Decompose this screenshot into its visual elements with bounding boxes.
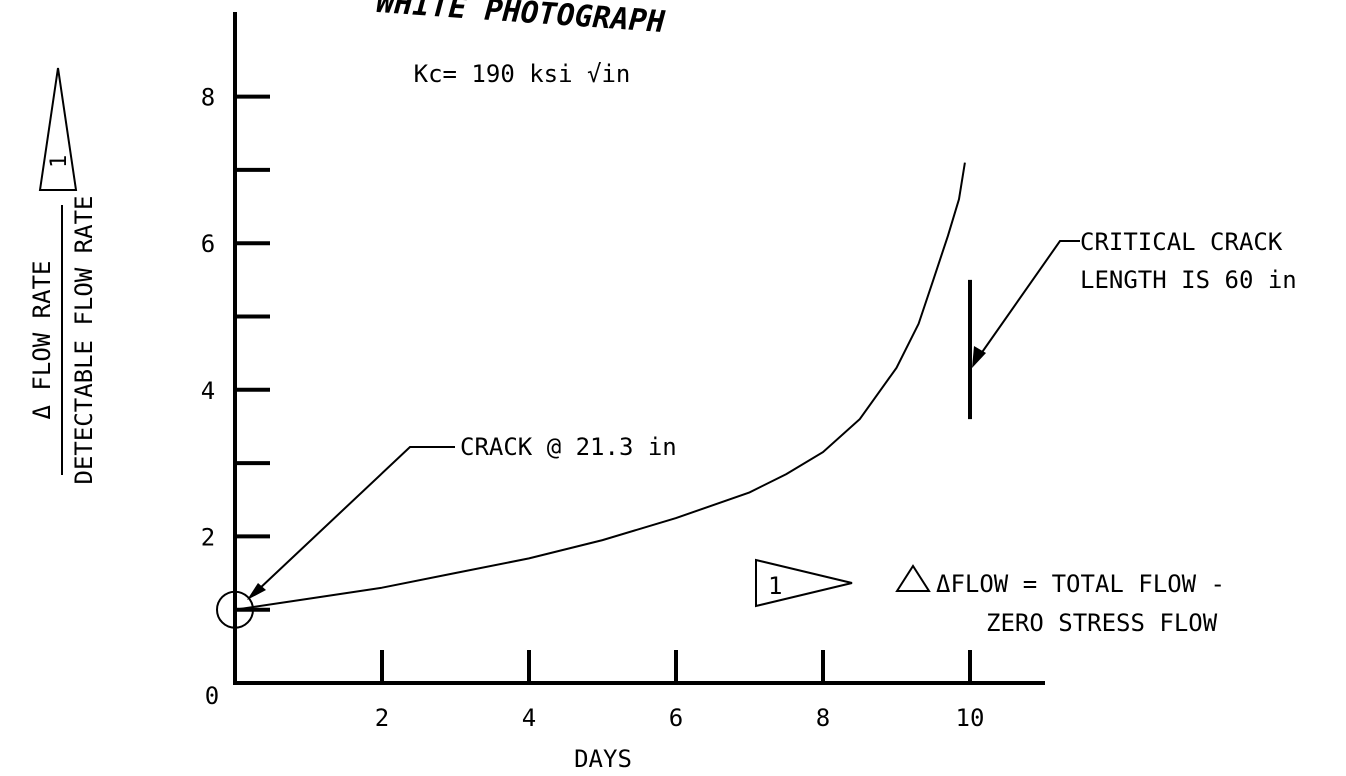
note-number: 1 [768, 572, 782, 600]
y-tick-label: 2 [201, 523, 215, 551]
y-label-note-triangle: 1 [38, 67, 78, 191]
critical-leader-line [977, 240, 1080, 359]
y-label-note-number: 1 [47, 155, 72, 168]
x-tick-label: 10 [956, 704, 985, 732]
note-triangle: 1 [755, 558, 853, 608]
note-line2: ZERO STRESS FLOW [986, 609, 1218, 637]
y-axis-label: Δ FLOW RATE DETECTABLE FLOW RATE [28, 196, 98, 485]
crack-arrowhead [247, 583, 266, 600]
critical-arrowhead [972, 346, 986, 368]
start-point-marker [216, 590, 254, 629]
y-ticks: 2 4 6 8 [201, 84, 270, 612]
x-tick-label: 8 [816, 704, 830, 732]
crack-annotation: CRACK @ 21.3 in [460, 433, 677, 461]
x-tick-label: 6 [669, 704, 683, 732]
origin-label: 0 [205, 682, 219, 710]
chart-subtitle: Kc= 190 ksi √in [414, 60, 631, 88]
x-axis-label: DAYS [574, 745, 632, 773]
critical-annotation-line2: LENGTH IS 60 in [1080, 266, 1297, 294]
y-tick-label: 4 [201, 377, 215, 405]
x-tick-label: 4 [522, 704, 536, 732]
crack-leader-line [257, 446, 455, 591]
chart-title: WHITE PHOTOGRAPH [375, 0, 667, 40]
y-label-denominator: DETECTABLE FLOW RATE [70, 196, 98, 485]
y-label-numerator: Δ FLOW RATE [28, 261, 56, 420]
x-tick-label: 2 [375, 704, 389, 732]
delta-icon [895, 564, 931, 592]
critical-annotation-line1: CRITICAL CRACK [1080, 228, 1283, 256]
data-curve [234, 162, 966, 611]
x-ticks: 2 4 6 8 10 [375, 650, 985, 732]
note-line1: ΔFLOW = TOTAL FLOW - [936, 570, 1225, 598]
y-tick-label: 8 [201, 84, 215, 112]
y-tick-label: 6 [201, 230, 215, 258]
